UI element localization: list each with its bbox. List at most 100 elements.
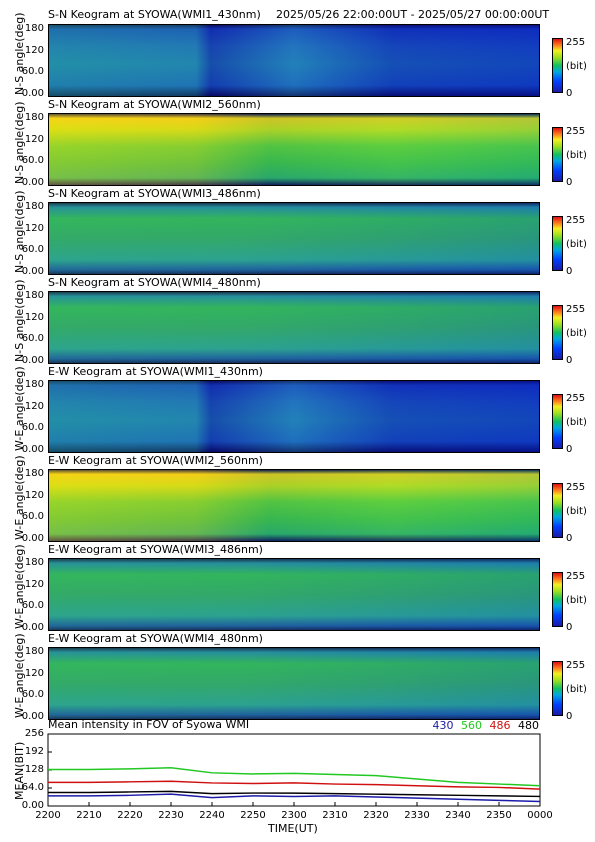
colorbar-min-label: 0 [566,711,573,722]
keogram-ytick: 120 [24,400,44,412]
colorbar-max-label: 255 [566,482,586,493]
colorbar-unit-label: (bit) [566,239,587,250]
keogram-ytick: 0.00 [21,622,44,633]
keogram-ytick: 180 [24,379,44,390]
keogram-title-6: E-W Keogram at SYOWA(WMI2_560nm) [48,454,263,467]
colorbar-min-label: 0 [566,533,573,544]
colorbar-6 [552,483,563,538]
colorbar-max-label: 255 [566,393,586,404]
keogram-ytick: 120 [24,311,44,323]
x-tick-label: 2300 [281,810,307,821]
keogram-title-8: E-W Keogram at SYOWA(WMI4_480nm) [48,632,263,645]
keogram-title-5: E-W Keogram at SYOWA(WMI1_430nm) [48,365,263,378]
colorbar-min-label: 0 [566,355,573,366]
colorbar-max-label: 255 [566,660,586,671]
colorbar-max-label: 255 [566,571,586,582]
keogram-ytick: 60.0 [21,422,44,434]
keogram-ytick: 120 [24,578,44,590]
keogram-ytick: 60.0 [21,600,44,612]
y-tick-label: 0.00 [21,800,44,811]
keogram-ytick: 180 [24,646,44,657]
colorbar-unit-label: (bit) [566,417,587,428]
x-tick-label: 0000 [527,810,553,821]
series-line-480 [48,790,541,798]
keogram-ytick: 120 [24,222,44,234]
x-tick-label: 2320 [363,810,389,821]
panel-title-1: S-N Keogram at SYOWA(WMI1_430nm) [48,8,261,21]
keogram-ytick: 0.00 [21,711,44,722]
keogram-ytick: 120 [24,133,44,145]
colorbar-min-label: 0 [566,444,573,455]
series-line-486 [48,780,541,790]
keogram-ytick: 60.0 [21,66,44,78]
colorbar-3 [552,216,563,271]
colorbar-unit-label: (bit) [566,61,587,72]
colorbar-min-label: 0 [566,88,573,99]
keogram-ytick: 180 [24,201,44,212]
keogram-image-6 [48,469,540,542]
colorbar-max-label: 255 [566,304,586,315]
keogram-ytick: 120 [24,44,44,56]
keogram-ytick: 0.00 [21,88,44,99]
x-tick-label: 2200 [35,810,61,821]
x-tick-label: 2340 [445,810,471,821]
keogram-ytick: 180 [24,468,44,479]
keogram-title-4: S-N Keogram at SYOWA(WMI4_480nm) [48,276,261,289]
keogram-image-7 [48,558,540,631]
y-tick-label: 128 [24,764,44,775]
keogram-ytick: 120 [24,489,44,501]
legend-480: 480 [518,719,539,732]
colorbar-2 [552,127,563,182]
x-tick-label: 2310 [322,810,348,821]
colorbar-unit-label: (bit) [566,595,587,606]
colorbar-1 [552,38,563,93]
legend-486: 486 [489,719,511,732]
keogram-image-1 [48,24,540,97]
x-tick-label: 2330 [404,810,430,821]
colorbar-min-label: 0 [566,266,573,277]
colorbar-unit-label: (bit) [566,506,587,517]
keogram-ytick: 180 [24,290,44,301]
keogram-ytick: 0.00 [21,355,44,366]
y-tick-label: 64.0 [21,782,44,793]
colorbar-unit-label: (bit) [566,684,587,695]
colorbar-8 [552,661,563,716]
keogram-ytick: 60.0 [21,511,44,523]
keogram-ytick: 60.0 [21,689,44,701]
time-range: 2025/05/26 22:00:00UT - 2025/05/27 00:00… [276,8,550,21]
x-tick-label: 2240 [199,810,225,821]
keogram-ytick: 60.0 [21,155,44,167]
keogram-image-3 [48,202,540,275]
keogram-image-2 [48,113,540,186]
keogram-ytick: 180 [24,23,44,34]
colorbar-max-label: 255 [566,37,586,48]
series-line-430 [48,793,541,803]
keogram-ytick: 0.00 [21,266,44,277]
keogram-image-5 [48,380,540,453]
colorbar-min-label: 0 [566,177,573,188]
colorbar-max-label: 255 [566,126,586,137]
keogram-image-4 [48,291,540,364]
keogram-ytick: 180 [24,112,44,123]
colorbar-unit-label: (bit) [566,150,587,161]
series-line-560 [48,766,541,787]
keogram-ytick: 0.00 [21,533,44,544]
x-tick-label: 2230 [158,810,184,821]
keogram-title-3: S-N Keogram at SYOWA(WMI3_486nm) [48,187,261,200]
chart-title: Mean intensity in FOV of Syowa WMI [48,718,250,731]
y-tick-label: 256 [24,728,44,739]
y-tick-label: 192 [24,746,44,757]
keogram-ytick: 60.0 [21,333,44,345]
colorbar-max-label: 255 [566,215,586,226]
colorbar-min-label: 0 [566,622,573,633]
colorbar-7 [552,572,563,627]
keogram-image-8 [48,647,540,720]
colorbar-5 [552,394,563,449]
legend-430: 430 [432,719,454,732]
x-tick-label: 2220 [117,810,143,821]
keogram-ytick: 0.00 [21,177,44,188]
colorbar-4 [552,305,563,360]
keogram-title-2: S-N Keogram at SYOWA(WMI2_560nm) [48,98,261,111]
legend-560: 560 [461,719,482,732]
